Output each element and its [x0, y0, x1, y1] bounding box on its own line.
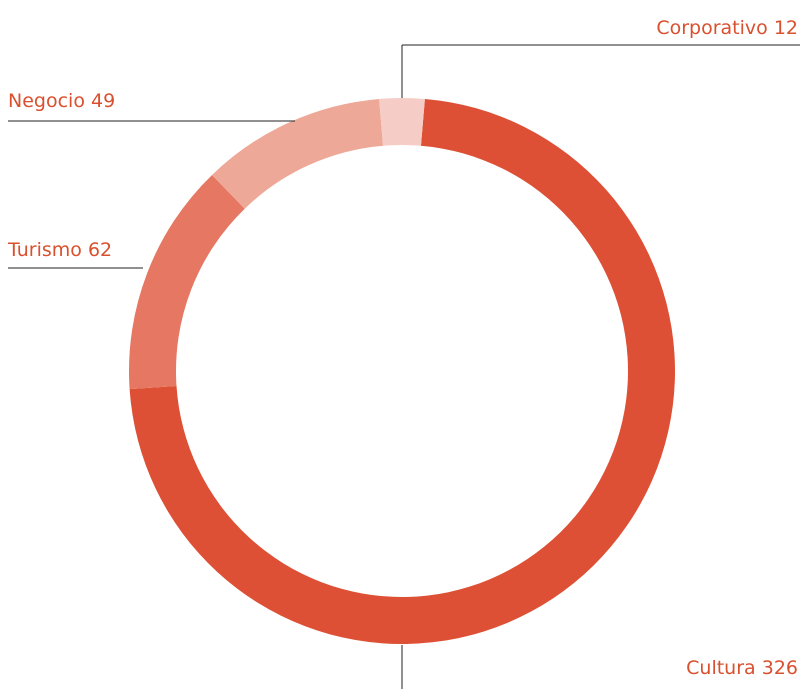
donut-segment	[212, 98, 384, 209]
segment-label: Negocio 49	[8, 90, 115, 112]
segment-name: Cultura	[686, 657, 756, 679]
donut-segment	[379, 97, 425, 146]
segment-name: Turismo	[7, 239, 82, 261]
segment-name: Corporativo	[656, 17, 767, 39]
segment-name: Negocio	[8, 90, 85, 112]
segment-label: Corporativo 12	[656, 17, 798, 39]
segment-label: Cultura 326	[686, 657, 798, 679]
segment-value: 62	[88, 239, 112, 261]
segment-value: 49	[91, 90, 115, 112]
segment-value: 326	[762, 657, 798, 679]
donut-segment	[128, 174, 245, 390]
segment-value: 12	[774, 17, 798, 39]
segment-label: Turismo 62	[7, 239, 112, 261]
